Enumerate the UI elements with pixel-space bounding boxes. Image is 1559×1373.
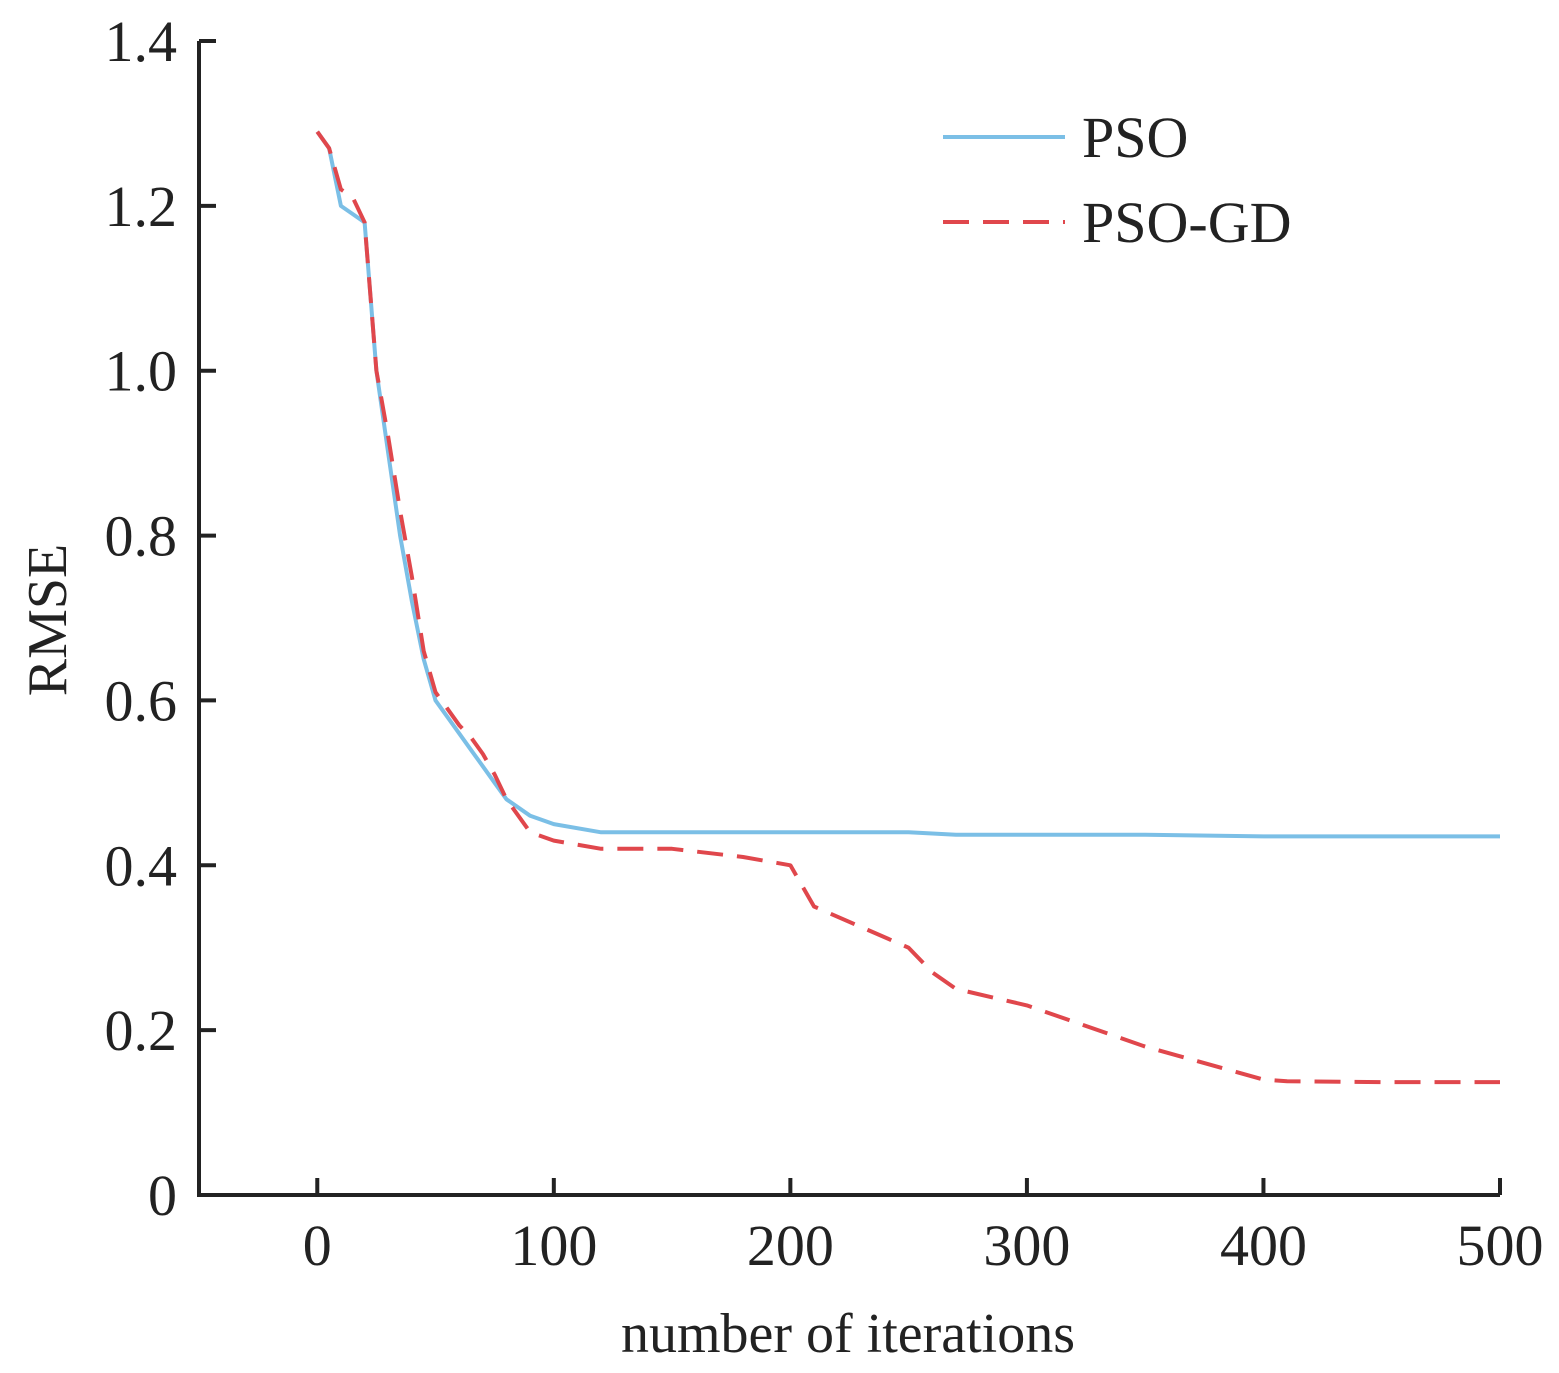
series-line-pso [315,130,1500,839]
x-tick-label: 400 [1220,1213,1307,1278]
x-tick-label: 200 [747,1213,834,1278]
legend-label: PSO [1082,105,1188,170]
x-tick-label: 100 [510,1213,597,1278]
x-tick-label: 500 [1457,1213,1544,1278]
y-tick-label: 1.2 [105,174,178,239]
y-tick-label: 0.4 [105,833,178,898]
y-tick-label: 0 [148,1163,177,1228]
x-tick-label: 0 [303,1213,332,1278]
y-tick-label: 0.6 [105,668,178,733]
y-tick-label: 0.2 [105,998,178,1063]
y-tick-label: 1.0 [105,339,178,404]
y-tick-label: 1.4 [105,9,178,74]
series-line-pso-gd [315,130,1500,1085]
x-tick-label: 300 [983,1213,1070,1278]
x-axis-label: number of iterations [621,1303,1075,1365]
series-lines [315,130,1500,1085]
y-tick-label: 0.8 [105,504,178,569]
legend-label: PSO-GD [1082,190,1292,255]
legend: PSO PSO-GD [943,105,1292,255]
axes: 0 0.2 0.4 0.6 0.8 1.0 1.2 1.4 0 100 200 300 400 500 [105,9,1544,1278]
y-axis-label: RMSE [17,544,79,697]
